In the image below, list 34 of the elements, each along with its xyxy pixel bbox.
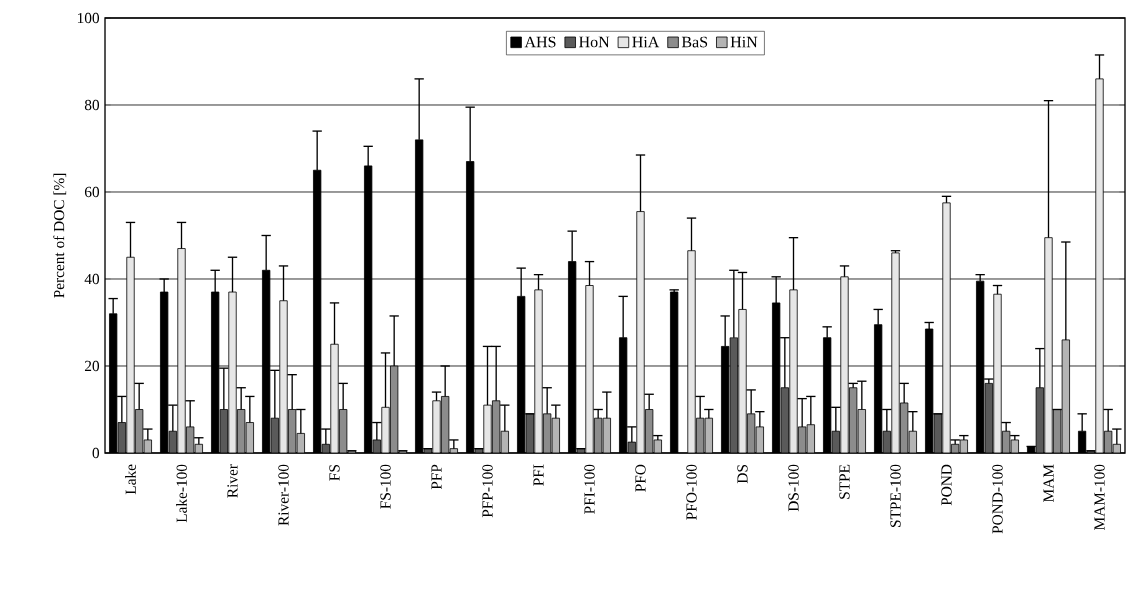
x-tick-label: River [227,464,238,498]
x-tick-label: River-100 [278,464,289,526]
x-tick-label: STPE [839,464,850,499]
legend-label: HiN [730,36,758,48]
legend-label: BaS [681,36,708,48]
x-tick-label: PFI [533,464,544,486]
legend-label: HiA [632,36,660,48]
legend-label: AHS [524,36,556,48]
x-tick-label: PFO [635,464,646,492]
x-tick-label: POND [941,464,952,506]
x-tick-label: DS [737,465,748,484]
bar [525,413,534,453]
x-tick-label: STPE-100 [890,464,901,527]
x-tick-label: DS-100 [788,464,799,512]
y-tick-label: 100 [77,12,100,24]
y-tick-label: 0 [92,447,100,459]
x-tick-label: Lake [125,464,136,495]
x-tick-label: PFP-100 [482,464,493,518]
bar [933,413,942,453]
x-tick-label: PFO-100 [686,464,697,520]
x-tick-label: PFP [431,464,442,490]
x-tick-label: Lake-100 [176,464,187,523]
y-tick-label: 40 [84,273,100,285]
x-tick-label: FS-100 [380,464,391,509]
y-tick-label: 20 [84,360,100,372]
x-tick-label: POND-100 [992,464,1003,534]
y-tick-label: 80 [84,99,100,111]
y-axis-title: Percent of DOC [%] [53,173,67,298]
x-tick-label: PFI-100 [584,464,595,514]
x-tick-label: MAM-100 [1094,464,1105,531]
y-tick-label: 60 [84,186,100,198]
x-tick-label: MAM [1043,464,1054,502]
legend-label: HoN [579,36,610,48]
x-tick-label: FS [329,465,340,481]
